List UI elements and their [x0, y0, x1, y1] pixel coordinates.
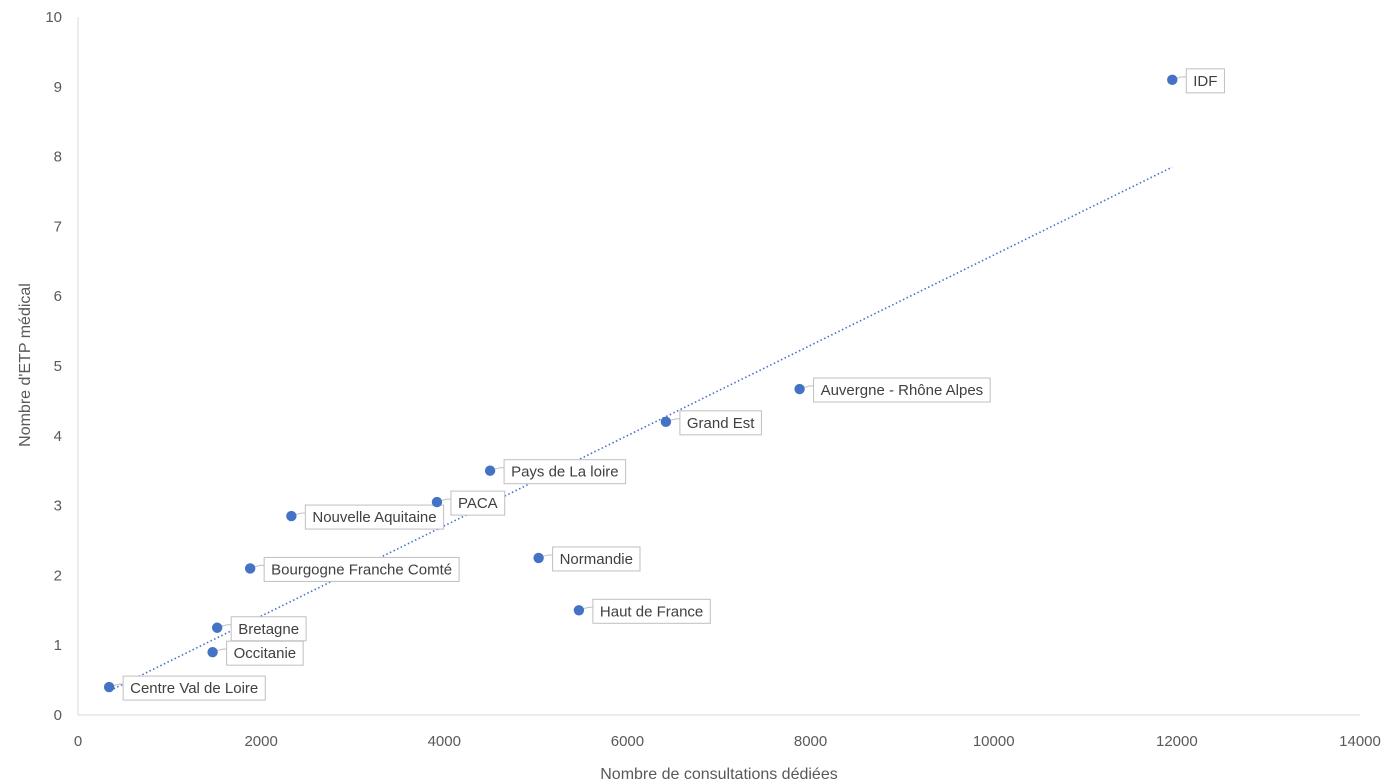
- point-label: Occitanie: [234, 645, 297, 662]
- point-label: Centre Val de Loire: [130, 680, 258, 697]
- data-point: [1167, 74, 1178, 86]
- axes: 0 2000 4000 6000 8000 10000 12000 14000 0 1 2 3 4 5 6 7…: [45, 9, 1381, 750]
- y-tick-label: 7: [54, 218, 62, 235]
- y-tick-label: 10: [45, 9, 62, 26]
- x-tick-label: 12000: [1156, 733, 1198, 750]
- y-tick-label: 0: [54, 707, 62, 724]
- data-point: [431, 496, 443, 508]
- data-point: [244, 563, 256, 574]
- label-box: [1185, 68, 1225, 94]
- y-tick-label: 4: [54, 428, 62, 445]
- data-point: [103, 681, 115, 693]
- y-tick-label: 5: [54, 358, 62, 375]
- x-tick-label: 0: [74, 733, 82, 750]
- label-box: [592, 598, 711, 624]
- label-box: [450, 490, 506, 516]
- label-box: [552, 546, 641, 572]
- point-callout: Bourgogne Franche Comté: [252, 556, 460, 582]
- point-label: Grand Est: [687, 415, 755, 432]
- point-callout: Haut de France: [580, 598, 711, 624]
- label-box: [122, 675, 266, 701]
- point-label: Auvergne - Rhône Alpes: [821, 382, 984, 399]
- trendline: [109, 166, 1173, 692]
- x-tick-label: 10000: [973, 733, 1015, 750]
- point-label: PACA: [458, 495, 498, 512]
- data-point: [286, 510, 297, 522]
- x-tick-label: 6000: [611, 733, 644, 750]
- x-tick-label: 4000: [428, 733, 461, 750]
- y-tick-label: 6: [54, 288, 62, 305]
- point-callout: Pays de La loire: [491, 459, 627, 485]
- y-tick-label: 9: [54, 79, 62, 96]
- data-points: [103, 74, 1178, 693]
- point-callout: Centre Val de Loire: [111, 675, 266, 701]
- point-callout: Bretagne: [219, 616, 307, 642]
- y-tick-label: 1: [54, 637, 62, 654]
- data-point: [207, 646, 218, 658]
- data-point: [211, 622, 223, 633]
- label-box: [226, 640, 304, 666]
- label-box: [679, 410, 762, 436]
- point-label: Bretagne: [238, 621, 299, 638]
- data-point: [484, 465, 496, 476]
- point-label: Normandie: [560, 551, 633, 568]
- data-point: [794, 383, 805, 395]
- x-axis-title: Nombre de consultations dédiées: [600, 766, 837, 783]
- point-callout: Normandie: [540, 546, 641, 572]
- data-point: [533, 552, 544, 564]
- y-tick-label: 2: [54, 567, 62, 584]
- x-tick-label: 2000: [244, 733, 277, 750]
- point-callout: Nouvelle Aquitaine: [293, 504, 445, 530]
- label-box: [230, 616, 307, 642]
- point-callout: Grand Est: [667, 410, 762, 436]
- y-axis-title: Nombre d'ETP médical: [17, 283, 34, 447]
- label-box: [304, 504, 445, 530]
- point-label: Nouvelle Aquitaine: [312, 509, 436, 526]
- label-box: [503, 459, 627, 485]
- point-callout: IDF: [1174, 68, 1225, 94]
- x-tick-label: 8000: [794, 733, 827, 750]
- point-label: Haut de France: [600, 603, 703, 620]
- x-tick-label: 14000: [1339, 733, 1381, 750]
- point-label: IDF: [1193, 73, 1217, 90]
- point-label: Bourgogne Franche Comté: [271, 561, 452, 578]
- label-box: [263, 556, 460, 582]
- y-tick-label: 3: [54, 498, 62, 515]
- point-labels: IDF Auvergne - Rhône Alpes Grand Est Pays d…: [111, 68, 1225, 701]
- data-point: [660, 416, 672, 428]
- trendline-line: [109, 166, 1173, 692]
- point-callout: Auvergne - Rhône Alpes: [801, 377, 991, 403]
- point-callout: PACA: [438, 490, 506, 516]
- label-box: [813, 377, 991, 403]
- point-label: Pays de La loire: [511, 464, 619, 481]
- point-callout: Occitanie: [214, 640, 304, 666]
- y-tick-label: 8: [54, 149, 62, 166]
- data-point: [573, 605, 585, 616]
